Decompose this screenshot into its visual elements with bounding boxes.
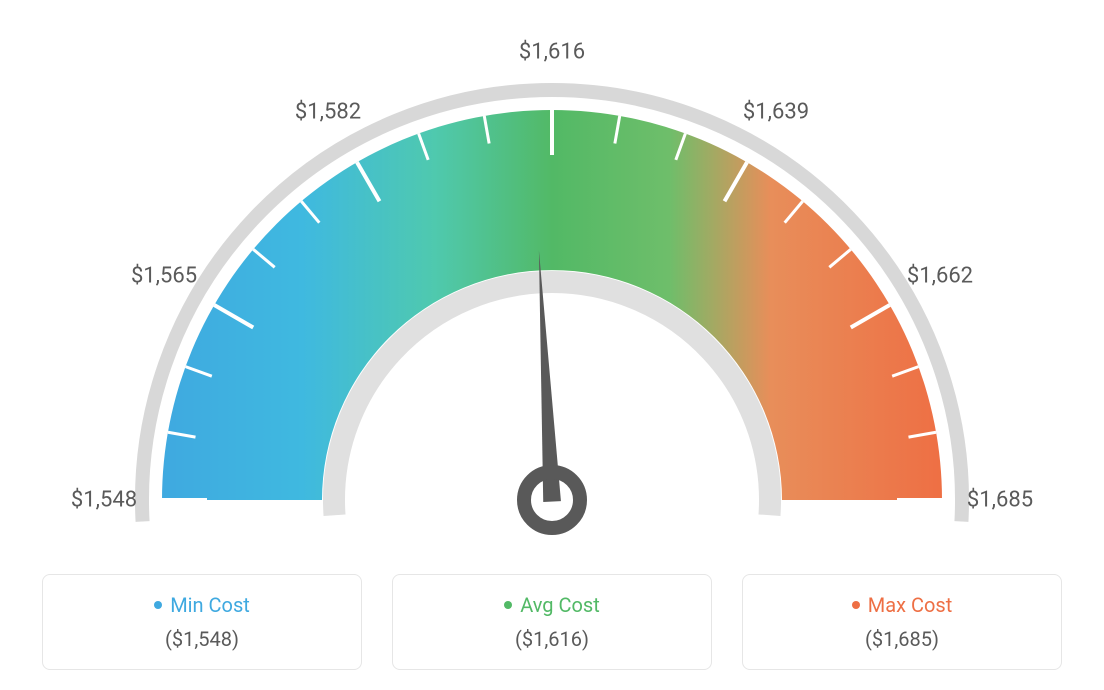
legend-dot-avg — [504, 601, 512, 609]
legend-title-min: Min Cost — [63, 593, 341, 617]
gauge-tick-label: $1,639 — [743, 100, 809, 125]
gauge-tick-label: $1,616 — [519, 40, 585, 65]
legend-box-max: Max Cost ($1,685) — [742, 574, 1062, 670]
legend-dot-max — [852, 601, 860, 609]
legend-label-max: Max Cost — [868, 593, 953, 617]
legend-box-min: Min Cost ($1,548) — [42, 574, 362, 670]
legend-label-min: Min Cost — [170, 593, 250, 617]
legend-value-min: ($1,548) — [63, 627, 341, 651]
legend-box-avg: Avg Cost ($1,616) — [392, 574, 712, 670]
legend-title-max: Max Cost — [763, 593, 1041, 617]
legend-value-avg: ($1,616) — [413, 627, 691, 651]
gauge-chart: $1,548 $1,565 $1,582 $1,616 $1,639 $1,662 $1,6… — [0, 0, 1104, 550]
legend-label-avg: Avg Cost — [520, 593, 600, 617]
gauge-tick-label: $1,662 — [907, 264, 973, 289]
gauge-tick-label: $1,548 — [71, 488, 137, 513]
legend-dot-min — [154, 601, 162, 609]
legend-row: Min Cost ($1,548) Avg Cost ($1,616) Max … — [0, 574, 1104, 670]
gauge-tick-label: $1,565 — [131, 264, 197, 289]
gauge-tick-label: $1,685 — [967, 488, 1033, 513]
legend-value-max: ($1,685) — [763, 627, 1041, 651]
legend-title-avg: Avg Cost — [413, 593, 691, 617]
gauge-tick-label: $1,582 — [295, 100, 361, 125]
